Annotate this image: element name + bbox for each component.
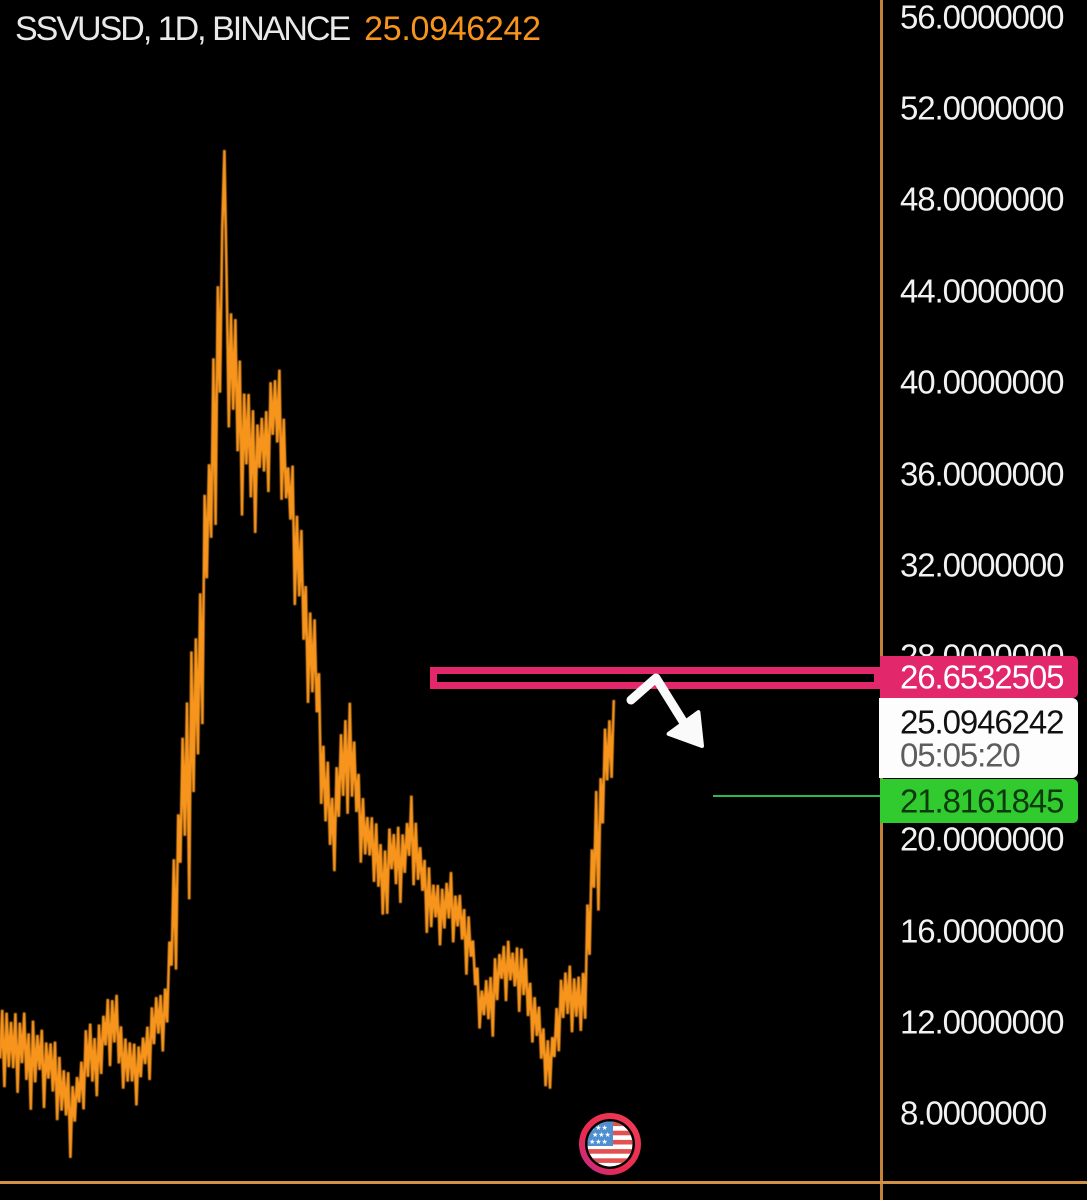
svg-text:★★★: ★★★ [589, 1124, 608, 1132]
svg-text:★★★: ★★★ [589, 1138, 608, 1146]
svg-text:★★★: ★★★ [592, 1131, 611, 1139]
